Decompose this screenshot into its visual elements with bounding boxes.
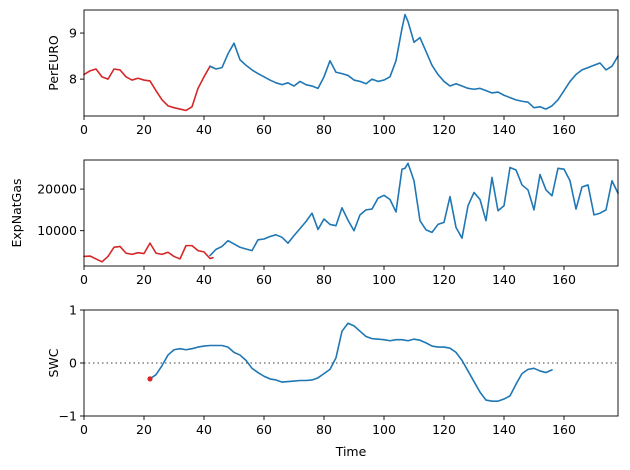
x-tick-label: 80 xyxy=(316,422,332,437)
y-axis-label: SWC xyxy=(46,348,61,377)
y-tick-label: 0 xyxy=(69,356,77,371)
y-tick-label: 8 xyxy=(69,72,77,87)
series-line-1-2 xyxy=(209,13,619,110)
chart-panel-1: 0 20 40 60 80 100 120 140 160 8 9 PerEURO xyxy=(46,9,619,137)
x-tick-label: 60 xyxy=(256,422,272,437)
x-tick-label: 0 xyxy=(80,422,88,437)
x-axis-label: Time xyxy=(335,444,367,459)
x-tick-label: 80 xyxy=(316,272,332,287)
y-tick-label: 20000 xyxy=(37,182,77,197)
y-axis-label: PerEURO xyxy=(46,35,61,91)
x-tick-label: 40 xyxy=(196,272,212,287)
x-tick-label: 60 xyxy=(256,272,272,287)
x-tick-label: 60 xyxy=(256,122,272,137)
start-marker xyxy=(147,376,153,382)
y-tick-label: 1 xyxy=(69,303,77,318)
y-axis-label: ExpNatGas xyxy=(9,178,24,247)
y-tick-label: 9 xyxy=(69,26,77,41)
x-tick-label: 160 xyxy=(552,272,576,287)
series-line-2-1 xyxy=(83,242,214,263)
x-tick-label: 140 xyxy=(492,422,516,437)
x-tick-label: 0 xyxy=(80,122,88,137)
series-line-3-1 xyxy=(149,322,553,402)
x-tick-label: 140 xyxy=(492,272,516,287)
plot-frame xyxy=(83,9,619,117)
x-tick-label: 100 xyxy=(372,272,396,287)
x-tick-label: 40 xyxy=(196,422,212,437)
x-tick-label: 0 xyxy=(80,272,88,287)
x-tick-label: 100 xyxy=(372,422,396,437)
x-tick-label: 120 xyxy=(432,122,456,137)
x-tick-label: 20 xyxy=(136,422,152,437)
y-tick-label: −1 xyxy=(59,409,77,424)
plot-frame xyxy=(83,159,619,267)
series-line-2-2 xyxy=(209,162,619,257)
chart-panel-2: 0 20 40 60 80 100 120 140 160 10000 20000 ExpNatGas xyxy=(9,159,619,287)
y-tick-label: 10000 xyxy=(37,223,77,238)
x-tick-label: 160 xyxy=(552,422,576,437)
x-tick-label: 140 xyxy=(492,122,516,137)
series-line-1-1 xyxy=(83,65,214,112)
x-tick-label: 20 xyxy=(136,122,152,137)
x-tick-label: 120 xyxy=(432,422,456,437)
x-tick-label: 20 xyxy=(136,272,152,287)
x-tick-label: 80 xyxy=(316,122,332,137)
x-tick-label: 120 xyxy=(432,272,456,287)
x-tick-label: 40 xyxy=(196,122,212,137)
x-tick-label: 100 xyxy=(372,122,396,137)
x-tick-label: 160 xyxy=(552,122,576,137)
